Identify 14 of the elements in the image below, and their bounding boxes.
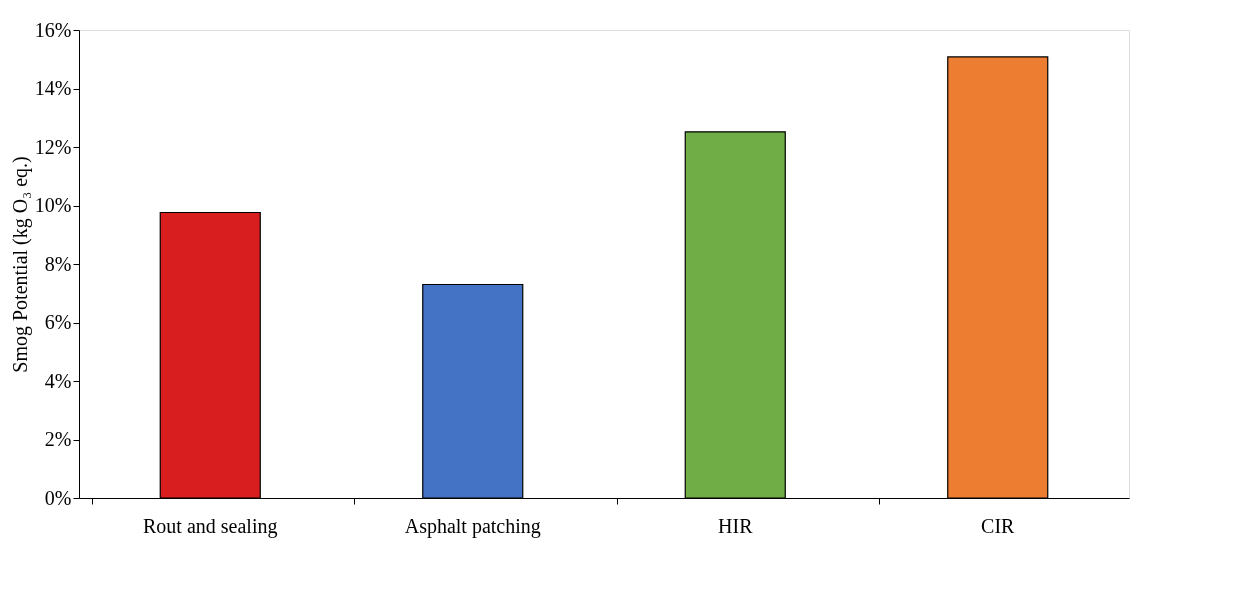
- x-tick-label: Rout and sealing: [143, 514, 278, 538]
- x-tick-label: Asphalt patching: [404, 514, 541, 538]
- y-tick-label: 12%: [34, 135, 72, 158]
- y-tick-label: 10%: [34, 194, 72, 216]
- x-tick-label: CIR: [981, 514, 1016, 537]
- y-tick-label: 2%: [44, 428, 72, 450]
- y-tick-label: 8%: [44, 252, 72, 275]
- y-tick-label: 6%: [44, 311, 72, 333]
- y-axis-title: Smog Potential (kg O₃ eq.): [8, 156, 32, 373]
- y-tick-label: 4%: [44, 369, 72, 392]
- y-tick-label: 14%: [34, 77, 72, 99]
- x-tick-label: HIR: [718, 514, 754, 537]
- y-tick-label: 16%: [34, 18, 72, 41]
- y-tick-label: 0%: [44, 486, 72, 509]
